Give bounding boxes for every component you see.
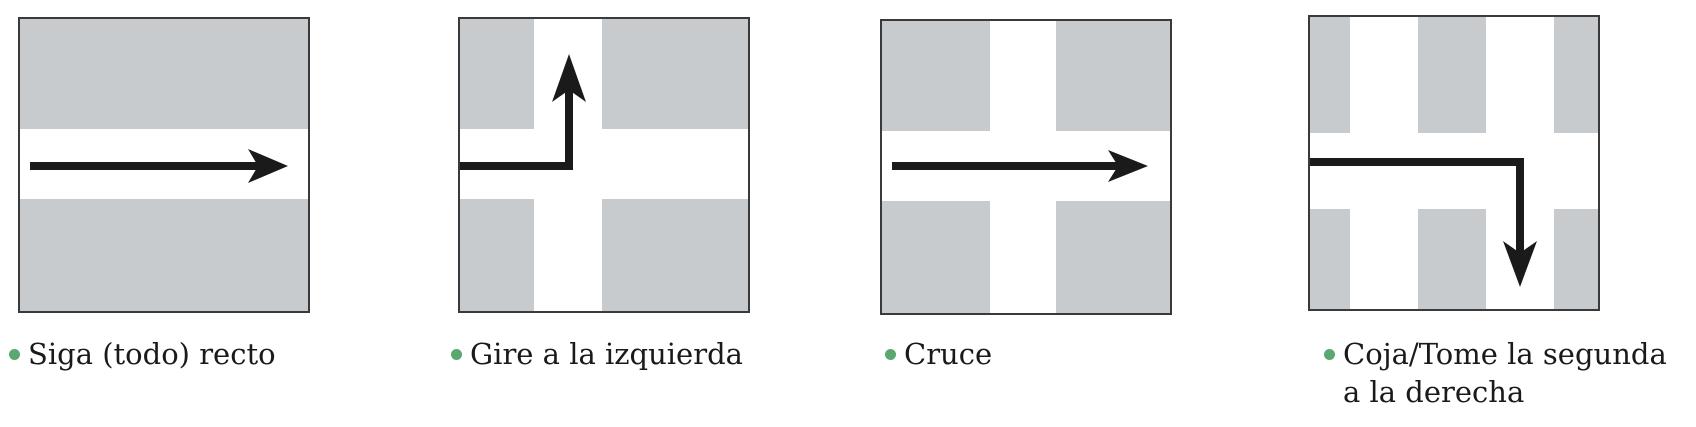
frame [458, 17, 750, 313]
panel-cross [880, 19, 1172, 315]
caption-cross: Cruce [885, 335, 992, 373]
frame [18, 17, 310, 313]
frame [880, 19, 1172, 315]
second-right-arrow-icon [1310, 158, 1537, 287]
bullet-icon [885, 349, 896, 360]
straight-diagram [18, 17, 310, 313]
panel-second-right [1308, 15, 1600, 311]
second-right-diagram [1308, 15, 1600, 311]
bullet-icon [9, 349, 20, 360]
panel-straight [18, 17, 310, 313]
panel-turn-left [458, 17, 750, 313]
crossing-arrow-icon [892, 150, 1148, 182]
turn-left-diagram [458, 17, 750, 313]
cross-diagram [880, 19, 1172, 315]
turn-left-arrow-icon [460, 54, 586, 170]
bullet-icon [451, 349, 462, 360]
frame [1308, 15, 1600, 311]
caption-second-right: Coja/Tome la segunda a la derecha [1324, 335, 1667, 411]
straight-arrow-icon [30, 149, 288, 183]
caption-turn-left: Gire a la izquierda [451, 335, 743, 373]
caption-straight: Siga (todo) recto [9, 335, 276, 373]
bullet-icon [1324, 349, 1335, 360]
